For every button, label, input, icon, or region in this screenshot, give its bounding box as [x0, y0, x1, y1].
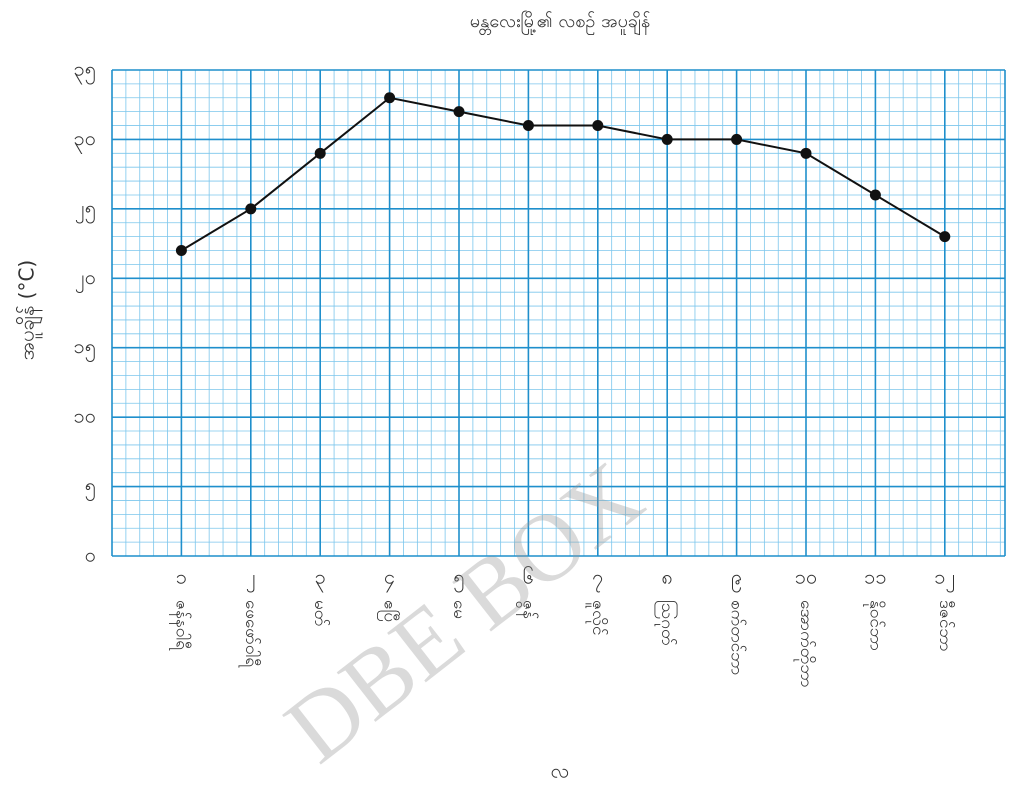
point [175, 245, 187, 257]
x-tick-number: ၄ [384, 565, 395, 593]
y-tick-label: ၀ [85, 543, 96, 567]
line [180, 96, 946, 252]
x-tick-number: ၂ [246, 565, 256, 593]
x-tick-label: ဇန်နဝါရီ [168, 600, 192, 651]
x-tick-label: မတ် [310, 600, 330, 626]
x-tick-label: မေ [449, 600, 469, 619]
point [522, 120, 534, 132]
x-axis-label: လ [551, 759, 570, 783]
point [731, 133, 743, 145]
x-tick-label: အောက်တိုဘာ [793, 600, 816, 688]
y-tick-label: ၃၅ [74, 57, 97, 85]
x-tick-label: နိုဝင်ဘာ [862, 600, 885, 651]
x-tick-number: ၆ [523, 565, 534, 589]
point [384, 92, 396, 104]
y-tick-label: ၂၀ [75, 265, 96, 293]
x-tick-number: ၁၂ [934, 565, 955, 593]
y-tick-label: ၁၅ [74, 334, 97, 362]
x-tick-number: ၇ [592, 565, 603, 593]
x-tick-label: စက်တင်ဘာ [727, 600, 747, 676]
x-tick-label: ဇွန် [515, 600, 538, 619]
y-tick-label: ၃၀ [74, 126, 97, 154]
x-tick-number: ၃ [315, 565, 326, 593]
point [661, 133, 673, 145]
y-tick-label: ၂၅ [75, 195, 96, 223]
y-tick-label: ၅ [85, 473, 96, 501]
x-tick-number: ၁၀ [795, 565, 818, 589]
point [592, 120, 604, 132]
chart-title: မန္တလေးမြို့၏ လစဉ် အပူချိန် [470, 10, 650, 35]
x-tick-number: ၁ [176, 565, 187, 589]
x-tick-label: ဧပြီ [377, 600, 401, 622]
x-tick-label: ဇူလိုင် [585, 600, 608, 635]
x-tick-label: ဒီဇင်ဘာ [935, 600, 955, 652]
x-tick-number: ၁၁ [864, 565, 887, 589]
x-tick-number: ၈ [661, 565, 672, 589]
x-tick-label: ဩဂုတ် [654, 600, 679, 646]
point [869, 189, 881, 201]
point [245, 203, 257, 215]
point [314, 147, 326, 159]
point [800, 147, 812, 159]
point [453, 106, 465, 118]
x-tick-label: ဖေဖော်ဝါရီ [238, 600, 262, 668]
point [939, 231, 951, 243]
x-tick-number: ၉ [731, 565, 742, 593]
y-axis-label: အပူချိန် (°C) [15, 260, 43, 360]
y-tick-label: ၁၀ [74, 404, 97, 428]
x-tick-number: ၅ [453, 565, 464, 593]
